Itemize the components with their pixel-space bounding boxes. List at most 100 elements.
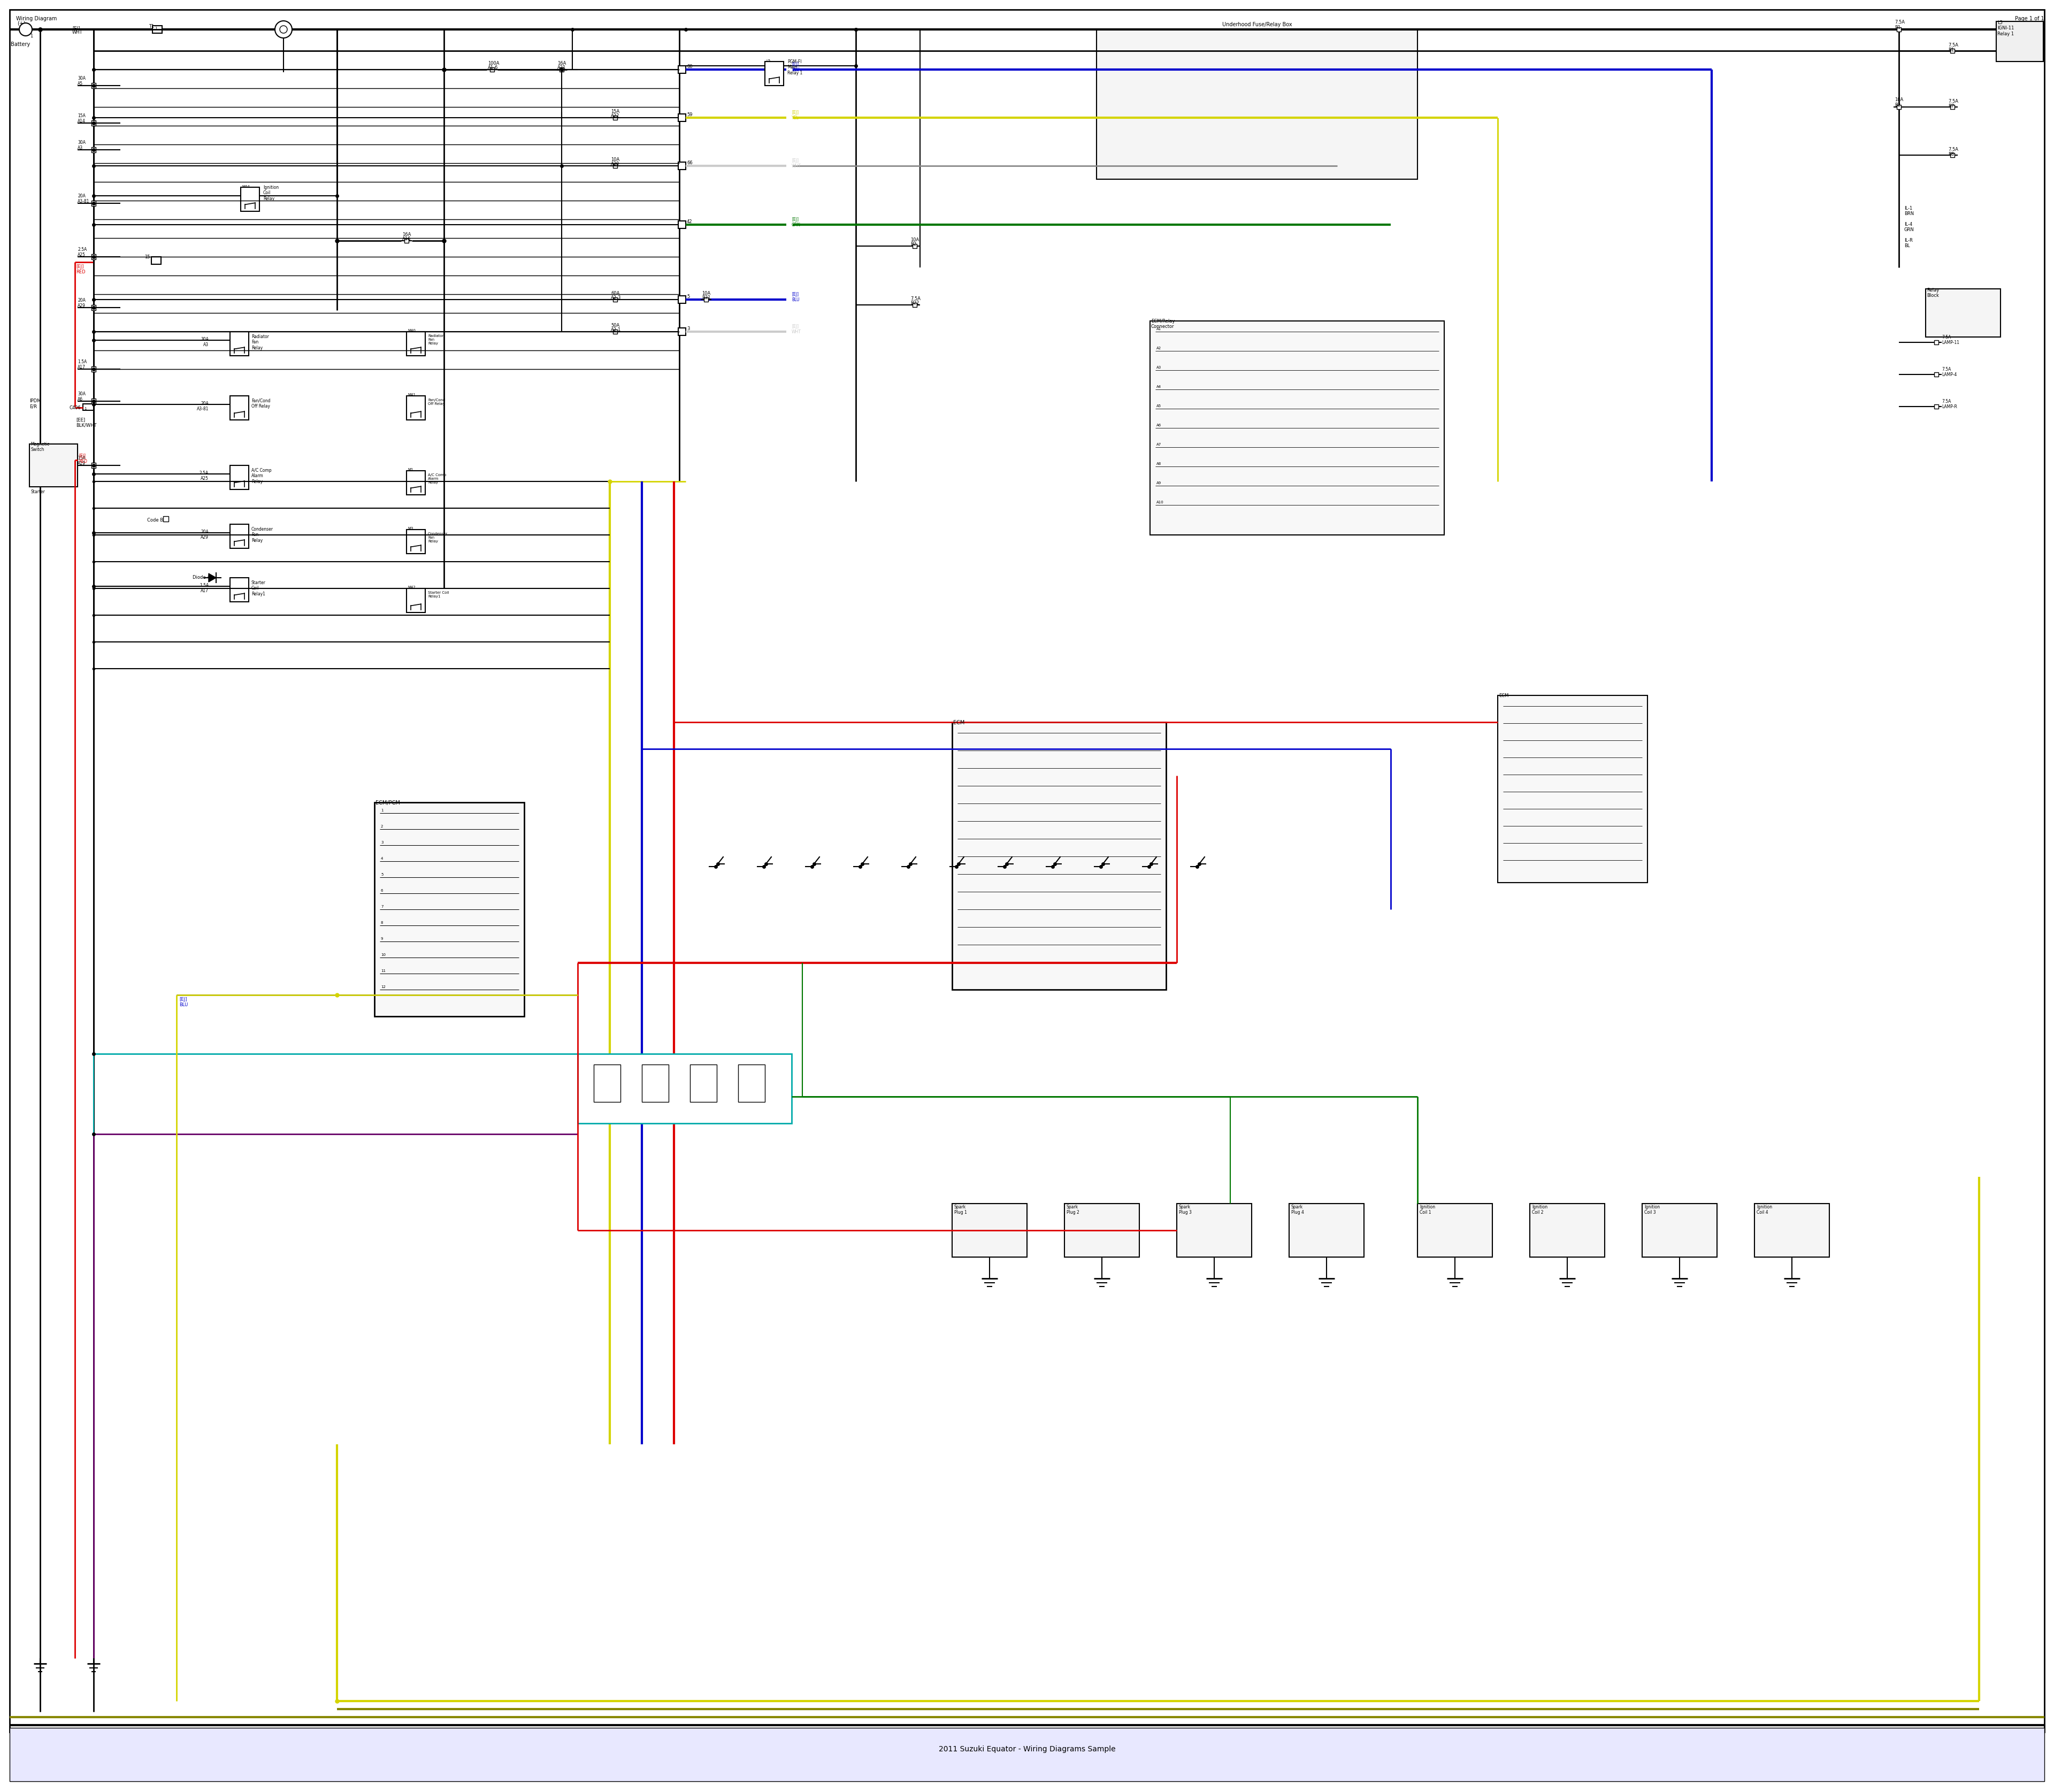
Bar bbox=[491, 68, 495, 72]
Polygon shape bbox=[210, 573, 216, 582]
Circle shape bbox=[417, 477, 421, 482]
Text: [EJ]
GRN: [EJ] GRN bbox=[791, 217, 801, 228]
Text: 5: 5 bbox=[380, 873, 384, 876]
Text: 1: 1 bbox=[380, 808, 384, 812]
Circle shape bbox=[240, 530, 244, 534]
Text: B7: B7 bbox=[1947, 104, 1953, 109]
Text: A2-3: A2-3 bbox=[610, 296, 620, 299]
Text: BLK/WHT: BLK/WHT bbox=[76, 423, 97, 428]
Bar bbox=[1996, 22, 2044, 61]
Bar bbox=[82, 403, 94, 410]
Text: 2.5A
A25: 2.5A A25 bbox=[78, 247, 86, 258]
Bar bbox=[92, 398, 97, 403]
Text: 20A
A29: 20A A29 bbox=[201, 530, 210, 539]
Text: 1: 1 bbox=[31, 34, 33, 38]
Text: 1.5A
A17: 1.5A A17 bbox=[78, 360, 86, 369]
Circle shape bbox=[417, 595, 421, 599]
Bar bbox=[1949, 152, 1955, 158]
Text: L5
IGNI-11
Relay 1: L5 IGNI-11 Relay 1 bbox=[1996, 20, 2015, 36]
Text: 10: 10 bbox=[380, 953, 386, 957]
Text: Ignition
Coil 3: Ignition Coil 3 bbox=[1645, 1204, 1660, 1215]
Text: Ignition
Coil
Relay: Ignition Coil Relay bbox=[263, 185, 279, 201]
Text: 10A: 10A bbox=[610, 158, 620, 161]
Circle shape bbox=[409, 339, 413, 342]
Text: B2: B2 bbox=[910, 242, 916, 247]
Circle shape bbox=[409, 477, 413, 482]
Circle shape bbox=[246, 194, 251, 197]
Text: T1: T1 bbox=[148, 23, 154, 29]
Circle shape bbox=[236, 530, 240, 534]
Bar bbox=[230, 577, 249, 602]
Bar bbox=[152, 256, 160, 263]
Bar bbox=[612, 297, 618, 301]
Text: 30A
A6: 30A A6 bbox=[78, 392, 86, 401]
Bar bbox=[1064, 1204, 1140, 1256]
Bar bbox=[678, 161, 686, 170]
Text: B22: B22 bbox=[910, 301, 918, 305]
Bar bbox=[162, 516, 168, 521]
Bar bbox=[92, 305, 97, 310]
Bar bbox=[594, 1064, 620, 1102]
Circle shape bbox=[772, 68, 776, 72]
Bar bbox=[1177, 1204, 1251, 1256]
Text: [EJ]
YEL: [EJ] YEL bbox=[791, 109, 799, 120]
Bar bbox=[92, 82, 97, 88]
Text: M40: M40 bbox=[407, 330, 415, 332]
Text: A22: A22 bbox=[610, 113, 620, 118]
Text: 7.5A: 7.5A bbox=[1947, 99, 1957, 104]
Text: Ignition
Coil 1: Ignition Coil 1 bbox=[1419, 1204, 1436, 1215]
Text: L5: L5 bbox=[766, 59, 770, 63]
Text: [EJ]
RED: [EJ] RED bbox=[78, 453, 86, 464]
Text: A29: A29 bbox=[610, 161, 620, 167]
Bar bbox=[1097, 29, 1417, 179]
Text: A9: A9 bbox=[1156, 482, 1161, 484]
Circle shape bbox=[232, 401, 236, 407]
Bar bbox=[92, 462, 97, 468]
Circle shape bbox=[409, 401, 413, 407]
Text: A/C Comp
Alarm
Relay: A/C Comp Alarm Relay bbox=[427, 473, 446, 484]
Bar bbox=[1949, 106, 1955, 109]
Text: IL-4
GRN: IL-4 GRN bbox=[1904, 222, 1914, 233]
Text: ECM/PCM: ECM/PCM bbox=[376, 801, 401, 806]
Text: 80: 80 bbox=[686, 65, 692, 70]
Text: 7.5A: 7.5A bbox=[1947, 147, 1957, 152]
Bar bbox=[737, 1064, 764, 1102]
Text: Spark
Plug 4: Spark Plug 4 bbox=[1292, 1204, 1304, 1215]
Bar bbox=[1150, 321, 1444, 536]
Circle shape bbox=[232, 584, 236, 588]
Text: 4: 4 bbox=[380, 857, 384, 860]
Bar bbox=[230, 396, 249, 419]
Bar bbox=[92, 254, 97, 260]
Circle shape bbox=[236, 471, 240, 477]
Text: C406: C406 bbox=[70, 405, 82, 410]
Text: M41: M41 bbox=[407, 392, 415, 396]
Text: 15A
A19: 15A A19 bbox=[78, 455, 86, 466]
Text: M44: M44 bbox=[242, 185, 251, 188]
Bar bbox=[678, 115, 686, 122]
Bar bbox=[1927, 289, 2001, 337]
Bar bbox=[374, 803, 524, 1016]
Text: M1: M1 bbox=[407, 468, 413, 471]
Bar bbox=[1417, 1204, 1493, 1256]
Circle shape bbox=[417, 339, 421, 342]
Circle shape bbox=[232, 471, 236, 477]
Circle shape bbox=[236, 339, 240, 342]
Text: 10A
B2: 10A B2 bbox=[1894, 97, 1904, 108]
Text: B1: B1 bbox=[1947, 48, 1953, 52]
Text: 5: 5 bbox=[686, 294, 690, 299]
Text: WHT: WHT bbox=[72, 30, 82, 34]
Text: Spark
Plug 1: Spark Plug 1 bbox=[955, 1204, 967, 1215]
Text: RED: RED bbox=[76, 269, 86, 274]
Circle shape bbox=[240, 401, 244, 407]
Text: IPDM
E/R: IPDM E/R bbox=[29, 398, 41, 409]
Text: Ignition
Coil 4: Ignition Coil 4 bbox=[1756, 1204, 1773, 1215]
Text: 8: 8 bbox=[380, 921, 384, 925]
Text: 7.5A: 7.5A bbox=[1947, 43, 1957, 48]
Text: A4: A4 bbox=[1156, 385, 1161, 389]
Bar bbox=[407, 471, 425, 495]
Bar bbox=[690, 1064, 717, 1102]
Text: Diode 4: Diode 4 bbox=[193, 575, 210, 581]
Text: 15A: 15A bbox=[610, 109, 620, 115]
Circle shape bbox=[417, 536, 421, 539]
Text: Fan/Cond
Off Relay: Fan/Cond Off Relay bbox=[427, 398, 446, 405]
